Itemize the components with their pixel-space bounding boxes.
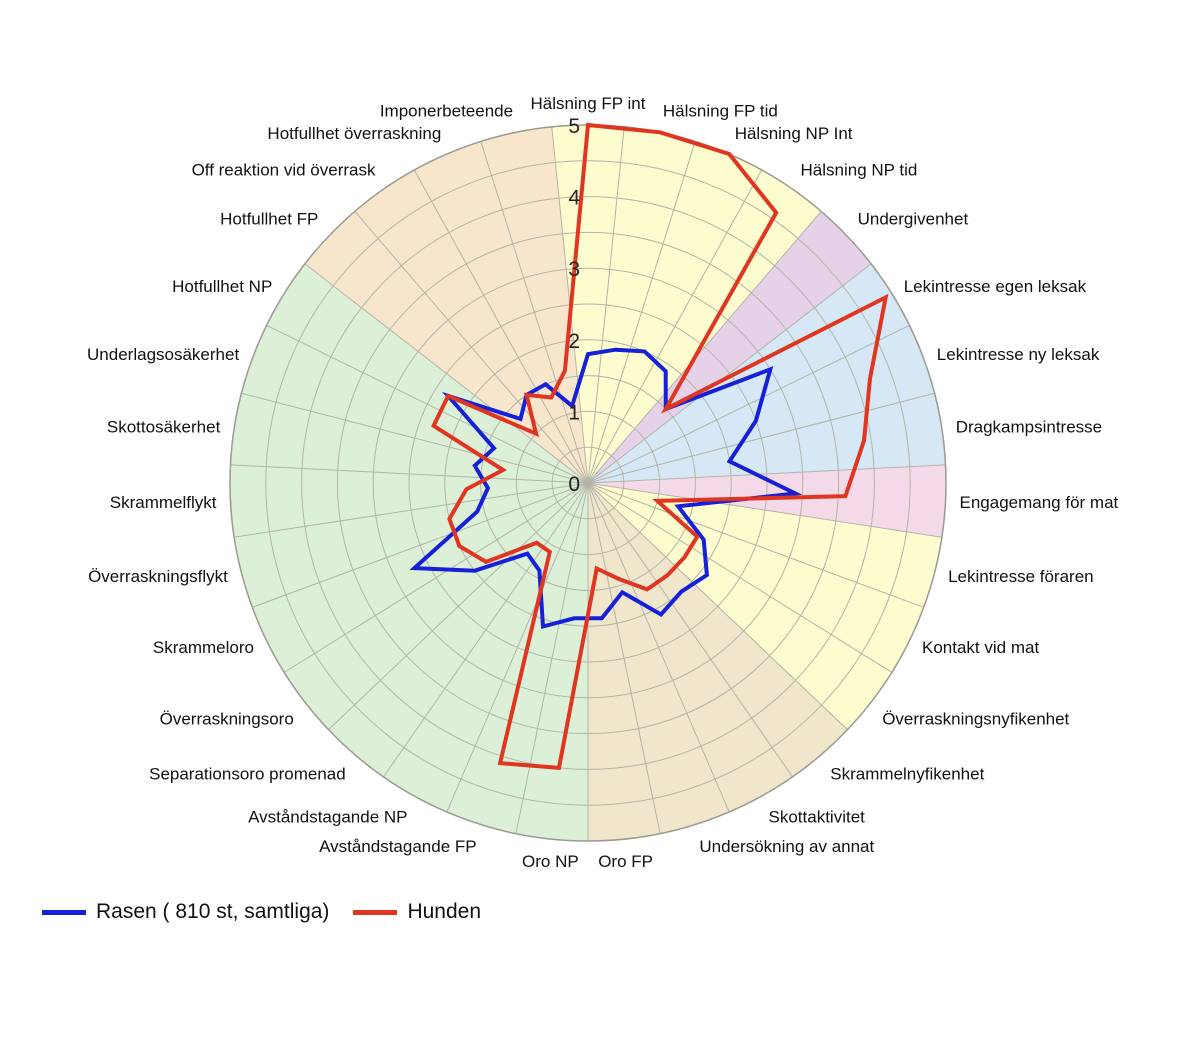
tick-label-5: 5	[568, 115, 580, 138]
category-label-1: Hälsning FP tid	[663, 102, 778, 121]
grid-spoke-1	[587, 126, 625, 484]
category-label-20: Överraskningsoro	[160, 710, 294, 729]
tick-label-3: 3	[568, 258, 580, 281]
chart-grid	[229, 124, 947, 842]
grid-spoke-27	[304, 263, 589, 484]
category-label-14: Undersökning av annat	[699, 837, 874, 856]
category-label-15: Oro FP	[598, 852, 653, 871]
grid-spoke-20	[328, 482, 589, 731]
category-label-23: Skrammelflykt	[110, 493, 217, 512]
category-labels: Hälsning FP int Hälsning FP tid Hälsning N…	[87, 94, 1118, 871]
radial-tick-labels: 0 1 2 3 4 5	[568, 115, 580, 496]
legend-swatch-hunden	[353, 909, 398, 915]
grid-spoke-25	[241, 392, 589, 484]
category-label-30: Imponerbeteende	[380, 102, 513, 121]
category-label-19: Separationsoro promenad	[149, 764, 346, 783]
legend: Rasen ( 810 st, samtliga) Hunden	[42, 900, 481, 924]
category-label-13: Skottaktivitet	[769, 807, 866, 826]
category-label-25: Underlagsosäkerhet	[87, 345, 239, 364]
grid-spoke-8	[587, 464, 946, 484]
category-label-2: Hälsning NP Int	[735, 124, 853, 143]
grid-spoke-30	[480, 141, 589, 484]
sector-2	[588, 263, 946, 483]
grid-spoke-7	[587, 392, 935, 484]
grid-spoke-5	[587, 263, 872, 484]
grid-spoke-6	[587, 324, 910, 484]
grid-spoke-4	[587, 211, 822, 484]
grid-spoke-9	[587, 482, 942, 538]
tick-label-0: 0	[568, 473, 580, 496]
grid-spoke-3	[587, 169, 763, 484]
grid-spoke-22	[252, 482, 589, 608]
tick-label-2: 2	[568, 330, 580, 353]
grid-spoke-12	[587, 482, 848, 731]
category-label-18: Avståndstagande NP	[248, 807, 407, 826]
legend-swatch-rasen	[42, 909, 86, 915]
grid-spoke-24	[230, 464, 589, 484]
sector-6	[230, 263, 588, 841]
category-label-27: Hotfullhet FP	[220, 210, 318, 229]
category-label-0: Hälsning FP int	[531, 94, 646, 113]
tick-label-4: 4	[568, 187, 580, 210]
category-label-24: Skottosäkerhet	[107, 418, 221, 437]
grid-spoke-23	[234, 482, 589, 538]
sector-0	[551, 125, 822, 484]
category-label-16: Oro NP	[522, 852, 579, 871]
grid-spoke-28	[354, 211, 589, 484]
category-label-11: Överraskningsnyfikenhet	[882, 710, 1069, 729]
category-label-17: Avståndstagande FP	[319, 837, 477, 856]
grid-spoke-29	[413, 169, 589, 484]
category-label-3: Hälsning NP tid	[801, 161, 918, 180]
grid-spoke-11	[587, 482, 893, 673]
legend-label-hunden: Hunden	[407, 900, 481, 923]
grid-spoke-19	[383, 482, 589, 778]
category-label-7: Dragkampsintresse	[956, 418, 1102, 437]
series-line-hunden	[431, 122, 889, 771]
category-label-5: Lekintresse egen leksak	[904, 277, 1087, 296]
category-label-12: Skrammelnyfikenhet	[830, 764, 984, 783]
category-label-6: Lekintresse ny leksak	[937, 345, 1100, 364]
category-label-29: Hotfullhet överraskning	[267, 124, 441, 143]
legend-item-rasen: Rasen ( 810 st, samtliga)	[42, 900, 329, 924]
category-label-28: Off reaktion vid överrask	[192, 161, 376, 180]
legend-item-hunden: Hunden	[353, 900, 481, 924]
grid-spoke-18	[446, 482, 589, 813]
grid-spoke-10	[587, 482, 924, 608]
sector-1	[588, 211, 872, 483]
category-label-26: Hotfullhet NP	[172, 277, 272, 296]
series-lines	[409, 122, 889, 771]
sector-7	[304, 126, 588, 483]
grid-spoke-13	[587, 482, 793, 778]
grid-spoke-15	[587, 482, 661, 834]
category-label-8: Engagemang för mat	[960, 493, 1119, 512]
grid-spoke-21	[283, 482, 589, 673]
sector-3	[588, 464, 946, 538]
grid-spoke-17	[515, 482, 589, 834]
grid-spoke-26	[266, 324, 589, 484]
category-label-22: Överraskningsflykt	[88, 567, 228, 586]
sector-5	[588, 483, 848, 841]
category-label-10: Kontakt vid mat	[922, 638, 1039, 657]
category-label-4: Undergivenhet	[858, 210, 969, 229]
category-label-9: Lekintresse föraren	[948, 567, 1094, 586]
tick-label-1: 1	[568, 401, 580, 424]
grid-spoke-2	[587, 141, 696, 484]
category-label-21: Skrammeloro	[153, 638, 254, 657]
grid-spoke-14	[587, 482, 730, 813]
legend-label-rasen: Rasen ( 810 st, samtliga)	[96, 900, 330, 923]
